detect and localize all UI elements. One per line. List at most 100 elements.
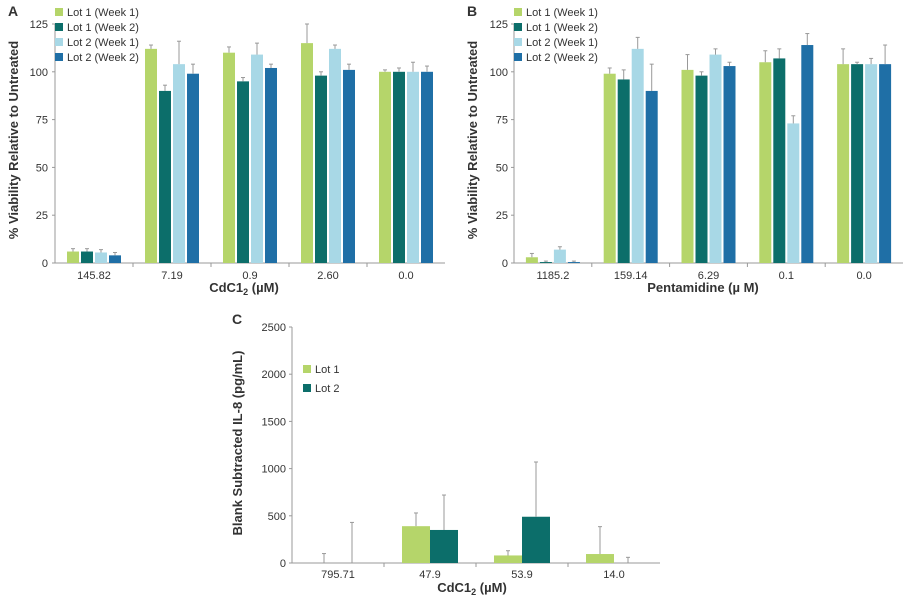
panel-a-category-label: 145.82 (77, 270, 111, 282)
panel-a-xlabel: CdC12 (µM) (209, 280, 279, 297)
panel-b-bar (617, 79, 630, 263)
panel-b-legend-label: Lot 1 (Week 1) (526, 7, 598, 19)
panel-c-ytick-label: 1500 (262, 416, 286, 428)
panel-a-legend: Lot 1 (Week 1) Lot 1 (Week 2) Lot 2 (Week … (55, 7, 139, 64)
panel-b-ytick-label: 100 (490, 67, 508, 79)
panel-b-category-label: 6.29 (698, 270, 719, 282)
panel-c-plot: 0 500 1000 1500 2000 2500 795.71 47.9 53.9 14.0 (262, 322, 660, 581)
panel-c-bar (586, 554, 614, 563)
panel-c-legend-swatch (303, 365, 311, 373)
panel-b-legend-swatch (514, 23, 522, 31)
panel-b-ytick-label: 75 (496, 115, 508, 127)
panel-a-legend-swatch (55, 38, 63, 46)
panel-a-bar (81, 251, 93, 263)
panel-a-ytick-label: 50 (36, 162, 48, 174)
panel-a-ytick-label: 0 (42, 258, 48, 270)
panel-a-category-label: 2.60 (317, 270, 338, 282)
panel-a-ytick-label: 25 (36, 210, 48, 222)
panel-c-legend-swatch (303, 384, 311, 392)
panel-a-bar (329, 48, 341, 263)
panel-c-category-label: 47.9 (419, 569, 440, 581)
panel-a-bar (95, 252, 107, 263)
panel-a-bar (159, 90, 171, 263)
panel-b-bar (787, 123, 800, 263)
panel-c-ytick-label: 2000 (262, 369, 286, 381)
panel-b-bar (837, 64, 850, 263)
panel-a-legend-label: Lot 2 (Week 1) (67, 37, 139, 49)
panel-c-category-label: 795.71 (321, 569, 355, 581)
panel-b-ylabel: % Viability Relative to Untreated (465, 41, 480, 239)
panel-c-legend-label: Lot 1 (315, 364, 339, 376)
panel-b-plot: 0 25 50 75 100 125 1185.2 159.14 6.29 0.1 0.0 (490, 19, 903, 282)
panel-c-ytick-label: 2500 (262, 322, 286, 334)
panel-b-xlabel: Pentamidine (µ M) (647, 280, 759, 295)
panel-c: C Blank Subtracted IL-8 (pg/mL) CdC12 (µ… (230, 311, 660, 597)
panel-b-category-label: 0.1 (779, 270, 794, 282)
panel-a-bar (251, 54, 263, 264)
panel-a-bar (237, 81, 249, 263)
panel-b-bar (695, 75, 708, 264)
panel-b-ytick-label: 0 (502, 258, 508, 270)
panel-b-legend-swatch (514, 53, 522, 61)
panel-a-ytick-label: 75 (36, 115, 48, 127)
panel-a: A % Viability Relative to Untreated CdC1… (6, 3, 445, 297)
panel-a-bar (379, 71, 391, 263)
panel-c-legend: Lot 1 Lot 2 (303, 364, 339, 395)
panel-c-category-label: 53.9 (511, 569, 532, 581)
panel-b-bar (645, 90, 658, 263)
panel-a-legend-swatch (55, 53, 63, 61)
panel-b-legend-label: Lot 2 (Week 1) (526, 37, 598, 49)
panel-b-legend-swatch (514, 8, 522, 16)
panel-b-category-label: 0.0 (856, 270, 871, 282)
panel-c-ytick-label: 0 (280, 558, 286, 570)
panel-a-bar (145, 48, 157, 263)
panel-b-bar (801, 45, 814, 264)
panel-b-category-label: 1185.2 (536, 270, 569, 282)
panel-b-bar (631, 48, 644, 263)
panel-b-bar (773, 58, 786, 263)
panel-a-category-label: 7.19 (161, 270, 182, 282)
panel-c-bar (430, 529, 458, 563)
panel-a-label: A (8, 3, 18, 19)
panel-b-legend-label: Lot 1 (Week 2) (526, 22, 598, 34)
panel-b-legend: Lot 1 (Week 1) Lot 1 (Week 2) Lot 2 (Week … (514, 7, 598, 64)
panel-b-legend-label: Lot 2 (Week 2) (526, 52, 598, 64)
panel-a-legend-label: Lot 1 (Week 1) (67, 7, 139, 19)
panel-a-bar (315, 75, 327, 264)
panel-a-plot: 0 25 50 75 100 125 145.82 7.19 0.9 2.60 0.0 (30, 19, 445, 282)
panel-a-category-label: 0.9 (242, 270, 257, 282)
panel-b-legend-swatch (514, 38, 522, 46)
panel-a-ytick-label: 125 (30, 19, 48, 31)
panel-b-ytick-label: 25 (496, 210, 508, 222)
panel-a-bar (407, 71, 419, 263)
panel-c-legend-label: Lot 2 (315, 383, 339, 395)
panel-b-bar (525, 257, 538, 263)
panel-a-bar (421, 71, 433, 263)
panel-c-xlabel: CdC12 (µM) (437, 580, 507, 597)
panel-b-label: B (467, 3, 477, 19)
panel-a-bar (265, 67, 277, 263)
panel-a-bar (223, 52, 235, 264)
panel-a-bar (173, 64, 185, 263)
panel-b-bar (759, 62, 772, 263)
panel-b-bar (539, 262, 552, 263)
panel-a-bar (301, 43, 313, 264)
panel-b-bar (879, 64, 892, 263)
panel-b-category-label: 159.14 (614, 270, 648, 282)
panel-b-bar (865, 64, 878, 263)
panel-c-label: C (232, 311, 242, 327)
panel-a-legend-swatch (55, 23, 63, 31)
panel-b: B % Viability Relative to Untreated Pent… (465, 3, 903, 295)
panel-a-legend-label: Lot 2 (Week 2) (67, 52, 139, 64)
panel-a-bar (67, 251, 79, 263)
panel-b-bar (851, 64, 864, 263)
panel-a-bar (343, 69, 355, 263)
panel-b-bar (553, 249, 566, 263)
panel-c-bar (494, 555, 522, 563)
panel-b-ytick-label: 125 (490, 19, 508, 31)
panel-c-ytick-label: 500 (268, 511, 286, 523)
panel-c-category-label: 14.0 (603, 569, 624, 581)
panel-c-ytick-label: 1000 (262, 464, 286, 476)
panel-b-bar (709, 54, 722, 264)
